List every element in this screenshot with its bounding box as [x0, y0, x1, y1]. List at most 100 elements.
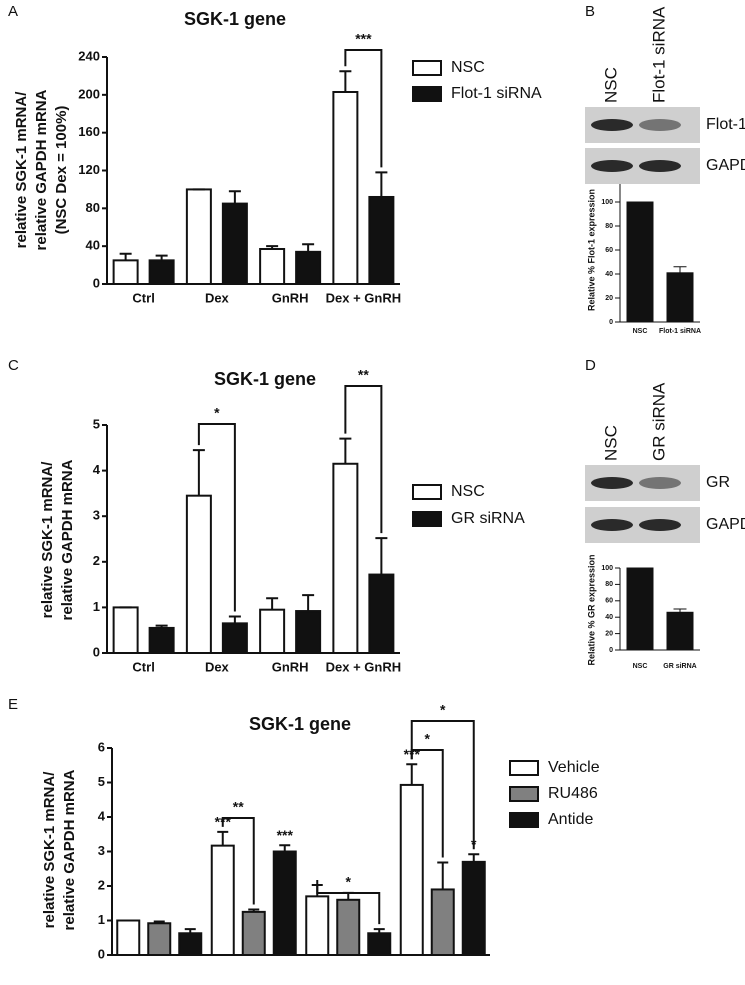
lane-label: NSC: [601, 425, 620, 461]
blot-band: [639, 477, 681, 489]
bar: [241, 910, 266, 956]
error-bar: [406, 763, 418, 785]
x-tick-label: Dex: [205, 290, 230, 305]
blot-band: [591, 160, 633, 172]
error-bar: [217, 830, 229, 846]
x-tick-label: NSC: [633, 663, 648, 670]
error-bar: [153, 920, 165, 924]
band-label: GAPDH: [706, 157, 745, 174]
y-tick-label: 80: [605, 581, 613, 588]
significance-label: *: [214, 405, 220, 421]
y-tick-label: 1: [98, 912, 105, 927]
legend-label: NSC: [451, 59, 485, 76]
y-tick-label: 160: [78, 124, 100, 139]
lane-label: GR siRNA: [649, 382, 668, 461]
error-bar: [184, 928, 196, 934]
legend-swatch: [509, 812, 539, 828]
y-tick-label: 240: [78, 48, 100, 63]
bar: [259, 248, 286, 285]
legend-label: Antide: [548, 811, 593, 828]
significance-label: *: [425, 731, 431, 747]
lane-label: NSC: [601, 67, 620, 103]
y-tick-label: 0: [609, 647, 613, 654]
panel-letter: C: [8, 357, 19, 374]
y-tick-label: 0: [93, 644, 100, 659]
x-tick-label: GR siRNA: [663, 663, 696, 670]
bar: [185, 494, 212, 654]
significance-label: *: [471, 836, 477, 852]
y-tick-label: 0: [93, 275, 100, 290]
error-bar: [302, 594, 315, 612]
significance-label: *: [440, 702, 446, 718]
bar: [332, 90, 359, 285]
panel-letter: A: [8, 3, 18, 20]
bar: [148, 626, 175, 654]
lane-label: Flot-1 siRNA: [649, 6, 668, 103]
y-tick-label: 60: [605, 247, 613, 254]
y-axis-label: relative GAPDH mRNA: [59, 459, 76, 620]
error-bar: [248, 908, 260, 912]
blot-band: [591, 477, 633, 489]
y-tick-label: 60: [605, 598, 613, 605]
y-axis-label: (NSC Dex = 100%): [53, 106, 70, 235]
error-bar: [228, 615, 241, 624]
error-bar: [279, 844, 291, 852]
y-axis-label: relative SGK-1 mRNA/: [39, 461, 56, 619]
panel: A SGK-1 gene relative SGK-1 mRNA/relative …: [8, 3, 542, 305]
bar: [112, 606, 139, 655]
x-tick-label: NSC: [633, 328, 648, 335]
y-tick-label: 40: [605, 271, 613, 278]
chart-title: SGK-1 gene: [249, 714, 351, 734]
bar: [221, 622, 248, 654]
y-tick-label: 20: [605, 630, 613, 637]
bar: [368, 573, 395, 654]
x-tick-label: GnRH: [272, 659, 309, 674]
x-tick-label: Flot-1 siRNA: [659, 328, 701, 335]
x-tick-label: Ctrl: [132, 290, 154, 305]
bar: [626, 567, 654, 651]
significance-label: ***: [277, 827, 294, 843]
band-label: GR: [706, 474, 730, 491]
significance-label: ***: [355, 31, 372, 47]
legend-swatch: [509, 786, 539, 802]
x-tick-label: Dex + GnRH: [326, 290, 402, 305]
band-label: GAPDH: [706, 516, 745, 533]
y-axis-label: relative GAPDH mRNA: [33, 89, 50, 250]
chart-title: SGK-1 gene: [184, 9, 286, 29]
bar: [367, 932, 392, 957]
y-tick-label: 100: [601, 199, 613, 206]
y-axis-label: relative GAPDH mRNA: [61, 769, 78, 930]
error-bar: [437, 861, 449, 890]
y-tick-label: 100: [601, 565, 613, 572]
significance-label: **: [358, 367, 369, 383]
panel: E SGK-1 gene relative SGK-1 mRNA/relative …: [8, 696, 600, 961]
panel-letter: D: [585, 357, 596, 374]
panel-letter: E: [8, 696, 18, 713]
panel-letter: B: [585, 3, 595, 20]
bar: [336, 898, 361, 956]
y-tick-label: 3: [98, 843, 105, 858]
y-tick-label: 5: [98, 774, 105, 789]
y-tick-label: 3: [93, 508, 100, 523]
bar: [185, 188, 212, 286]
y-tick-label: 4: [93, 462, 101, 477]
y-tick-label: 120: [78, 162, 100, 177]
legend-swatch: [509, 760, 539, 776]
bar: [210, 844, 235, 957]
legend-swatch: [412, 86, 442, 102]
error-bar: [266, 245, 279, 250]
panel: C SGK-1 gene relative SGK-1 mRNA/relative …: [8, 357, 525, 674]
significance-label: *: [346, 874, 352, 890]
y-tick-label: 6: [98, 739, 105, 754]
significance-label: **: [233, 799, 244, 815]
error-bar: [468, 853, 480, 862]
bar: [112, 259, 139, 285]
band-label: Flot-1: [706, 116, 745, 133]
significance-bracket: [316, 879, 381, 925]
y-tick-label: 0: [609, 319, 613, 326]
chart-title: SGK-1 gene: [214, 369, 316, 389]
significance-bracket: [221, 817, 255, 905]
legend-swatch: [412, 511, 442, 527]
legend-label: Flot-1 siRNA: [451, 85, 542, 102]
